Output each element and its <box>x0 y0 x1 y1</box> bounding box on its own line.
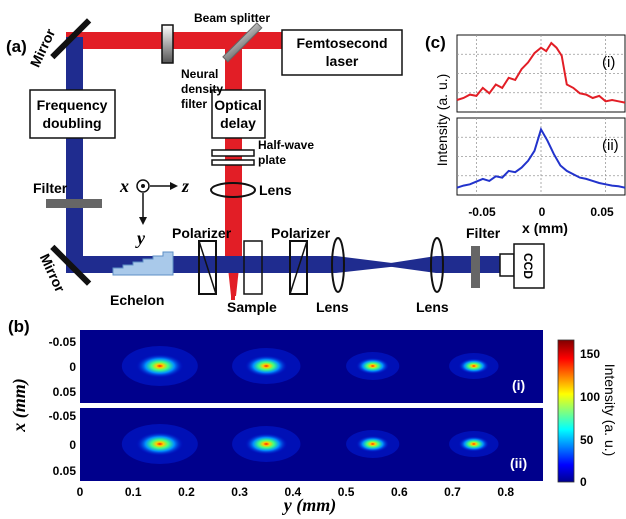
lens-2-label: Lens <box>416 299 449 315</box>
filter-right-label: Filter <box>466 225 501 241</box>
beam-splitter-label: Beam splitter <box>194 11 270 25</box>
echelon-label: Echelon <box>110 292 164 308</box>
spot-core <box>458 436 490 452</box>
beam-spots <box>121 346 499 464</box>
spot-core <box>244 355 288 377</box>
laser-line-2: laser <box>326 53 359 69</box>
nd-label-1: Neural <box>181 67 218 81</box>
map-xtick-7: 0.7 <box>444 485 461 499</box>
half-wave-label-1: Half-wave <box>258 138 314 152</box>
series-label-2: (ii) <box>602 137 619 154</box>
map-ylabel: x (mm) <box>9 378 30 433</box>
line-chart: (c) Intensity (a. u.) (i) (ii) -0.05 0 0.… <box>425 33 626 236</box>
spot-core <box>355 357 390 375</box>
map-row-ii-label: (ii) <box>510 455 527 471</box>
panel-b-label: (b) <box>8 317 30 336</box>
colorbar-tick-2: 100 <box>580 390 600 404</box>
half-wave-plate <box>211 149 255 157</box>
intensity-maps: (b) (i) (ii) -0.05 0 0.05 -0.05 0 0.05 x… <box>8 317 618 516</box>
spot-core <box>135 354 184 378</box>
freq-line-2: doubling <box>42 115 101 131</box>
colorbar-tick-0: 0 <box>580 475 587 489</box>
left-polarizer <box>198 240 217 295</box>
delay-line-2: delay <box>220 115 256 131</box>
mirror-top-label: Mirror <box>27 26 59 70</box>
map-xtick-4: 0.4 <box>285 485 302 499</box>
chart-xtick-2: 0.05 <box>590 205 614 219</box>
left-filter <box>46 199 102 208</box>
coord-x: x <box>119 176 129 196</box>
laser-line-1: Femtosecond <box>296 35 387 51</box>
coord-z: z <box>181 176 189 196</box>
spot-core <box>355 435 390 453</box>
bottom-lens-1 <box>331 237 345 293</box>
map-xtick-1: 0.1 <box>125 485 142 499</box>
map-ytick-i-0: -0.05 <box>49 335 77 349</box>
lens-1-label: Lens <box>316 299 349 315</box>
sample-label: Sample <box>227 299 277 315</box>
colorbar <box>557 339 575 483</box>
map-xtick-8: 0.8 <box>497 485 514 499</box>
optical-delay-box <box>211 89 266 139</box>
frequency-doubling-box <box>29 89 116 139</box>
chart-xtick-1: 0 <box>539 205 546 219</box>
panel-c-label: (c) <box>425 33 446 52</box>
spot-core <box>135 432 184 456</box>
top-left-mirror <box>50 18 92 60</box>
map-ytick-i-2: 0.05 <box>53 385 77 399</box>
laser-box <box>281 29 403 76</box>
filter-left-label: Filter <box>33 180 68 196</box>
colorbar-tick-1: 50 <box>580 433 594 447</box>
bottom-left-mirror <box>50 244 92 286</box>
spot-core <box>458 358 490 374</box>
chart-ylabel: Intensity (a. u.) <box>434 74 450 167</box>
map-xticks: 0 0.1 0.2 0.3 0.4 0.5 0.6 0.7 0.8 <box>77 485 515 499</box>
panel-a-label: (a) <box>6 37 27 56</box>
coord-y: y <box>135 228 146 248</box>
right-polarizer <box>289 240 308 295</box>
map-xtick-3: 0.3 <box>231 485 248 499</box>
series-line-2 <box>456 126 626 189</box>
map-ytick-i-1: 0 <box>69 360 76 374</box>
coordinate-axes: x z y <box>119 176 189 248</box>
lens-top-label: Lens <box>259 182 292 198</box>
map-xtick-2: 0.2 <box>178 485 195 499</box>
chart-xtick-0: -0.05 <box>468 205 496 219</box>
colorbar-label: Intensity (a. u.) <box>602 364 618 457</box>
ccd-label: CCD <box>521 253 535 279</box>
map-xtick-5: 0.5 <box>338 485 355 499</box>
nd-label-3: filter <box>181 97 207 111</box>
map-ytick-ii-1: 0 <box>69 438 76 452</box>
map-ytick-ii-0: -0.05 <box>49 409 77 423</box>
polarizer-right-label: Polarizer <box>271 225 331 241</box>
beam-splitter <box>222 22 263 63</box>
map-xlabel: y (mm) <box>282 495 336 516</box>
map-xtick-6: 0.6 <box>391 485 408 499</box>
bottom-lens-2 <box>430 237 444 293</box>
nd-label-2: density <box>181 82 223 96</box>
spot-core <box>244 433 288 455</box>
freq-line-1: Frequency <box>37 97 108 113</box>
delay-line-1: Optical <box>214 97 261 113</box>
polarizer-left-label: Polarizer <box>172 225 232 241</box>
series-label-1: (i) <box>602 54 615 71</box>
top-lens <box>210 182 256 198</box>
ccd-camera: CCD <box>499 243 545 289</box>
sample <box>243 240 263 295</box>
map-ytick-ii-2: 0.05 <box>53 464 77 478</box>
nd-filter <box>161 24 174 64</box>
chart-xlabel: x (mm) <box>522 220 568 236</box>
chart-plots: (i) (ii) <box>456 34 626 196</box>
map-xtick-0: 0 <box>77 485 84 499</box>
right-filter <box>471 246 480 288</box>
echelon <box>112 251 174 276</box>
colorbar-tick-3: 150 <box>580 347 600 361</box>
series-line-1 <box>456 41 626 104</box>
half-wave-label-2: plate <box>258 153 286 167</box>
map-row-i-label: (i) <box>512 377 525 393</box>
